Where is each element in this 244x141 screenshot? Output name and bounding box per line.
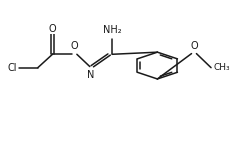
Text: Cl: Cl [7, 63, 17, 73]
Text: NH₂: NH₂ [103, 25, 122, 35]
Text: O: O [49, 24, 56, 34]
Text: O: O [71, 41, 78, 51]
Text: O: O [190, 41, 198, 51]
Text: CH₃: CH₃ [214, 63, 230, 72]
Text: N: N [87, 70, 94, 80]
